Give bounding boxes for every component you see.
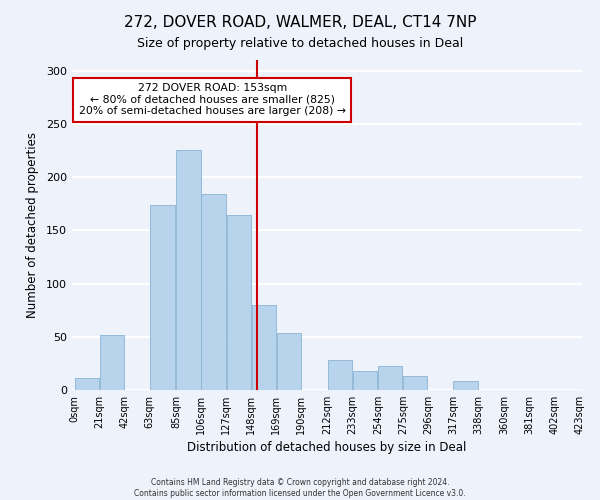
Bar xyxy=(378,366,403,390)
Bar xyxy=(150,205,175,390)
Text: Contains HM Land Registry data © Crown copyright and database right 2024.
Contai: Contains HM Land Registry data © Crown c… xyxy=(134,478,466,498)
Bar xyxy=(353,371,377,390)
Y-axis label: Number of detached properties: Number of detached properties xyxy=(26,132,39,318)
Bar xyxy=(176,150,200,390)
Bar xyxy=(100,334,124,390)
Text: 272, DOVER ROAD, WALMER, DEAL, CT14 7NP: 272, DOVER ROAD, WALMER, DEAL, CT14 7NP xyxy=(124,15,476,30)
Text: Size of property relative to detached houses in Deal: Size of property relative to detached ho… xyxy=(137,38,463,51)
Bar xyxy=(202,194,226,390)
Bar xyxy=(277,332,301,390)
Bar xyxy=(403,376,427,390)
Bar xyxy=(75,378,99,390)
Bar xyxy=(454,382,478,390)
Bar xyxy=(251,305,276,390)
X-axis label: Distribution of detached houses by size in Deal: Distribution of detached houses by size … xyxy=(187,442,467,454)
Bar xyxy=(227,216,251,390)
Text: 272 DOVER ROAD: 153sqm
← 80% of detached houses are smaller (825)
20% of semi-de: 272 DOVER ROAD: 153sqm ← 80% of detached… xyxy=(79,83,346,116)
Bar xyxy=(328,360,352,390)
